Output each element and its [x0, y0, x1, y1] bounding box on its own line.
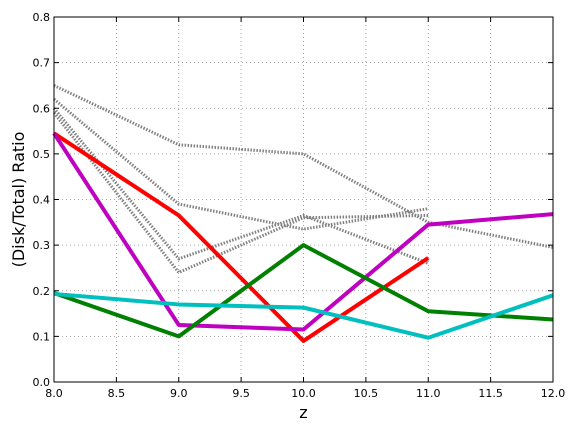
y-tick-label: 0.8 [33, 11, 51, 24]
x-tick-label: 12.0 [541, 387, 566, 400]
x-tick-label: 9.5 [232, 387, 250, 400]
x-tick-label: 8.5 [108, 387, 126, 400]
dotted-series-line-1 [53, 97, 429, 231]
y-tick-label: 0.7 [33, 57, 51, 70]
x-tick-label: 9.0 [170, 387, 188, 400]
dotted-series-line-2 [52, 107, 429, 265]
y-axis-label: (Disk/Total) Ratio [9, 132, 28, 268]
x-tick-label: 10.5 [354, 387, 379, 400]
y-tick-label: 0.0 [33, 376, 51, 389]
solid-series-line-7 [53, 291, 554, 340]
solid-series-line-5 [52, 132, 554, 332]
x-axis-label: z [299, 403, 307, 422]
y-tick-label: 0.4 [33, 194, 51, 207]
x-tick-label: 8.0 [45, 387, 63, 400]
x-tick-label: 11.5 [478, 387, 503, 400]
series-lines [52, 84, 554, 343]
y-tick-label: 0.6 [33, 102, 51, 115]
y-tick-label: 0.5 [33, 148, 51, 161]
y-tick-label: 0.3 [33, 239, 51, 252]
solid-series-line-6 [53, 243, 554, 339]
dotted-series-line-0 [53, 84, 554, 249]
y-tick-label: 0.1 [33, 330, 51, 343]
axis-ticks: 8.0 8.5 9.0 9.5 10.0 10.5 11.0 11.5 12.0 0.0 0.1 0.… [33, 11, 566, 400]
dotted-series-line-3 [52, 111, 429, 274]
x-tick-label: 11.0 [416, 387, 441, 400]
x-tick-label: 10.0 [291, 387, 316, 400]
solid-series-line-4 [52, 131, 430, 343]
y-tick-label: 0.2 [33, 285, 51, 298]
